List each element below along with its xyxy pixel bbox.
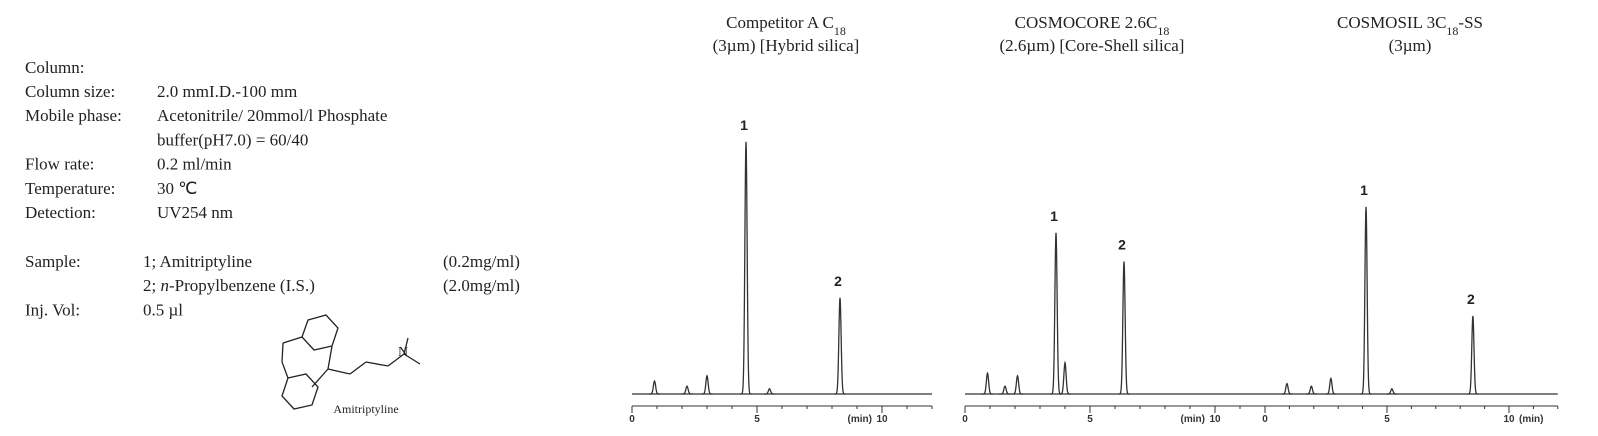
text-segment: UV254 nm [157,203,233,222]
peak [740,141,752,395]
peak [648,379,661,395]
peak [681,385,693,395]
peak [1360,206,1372,395]
text-segment: Competitor A C [726,13,834,32]
text: COSMOSIL 3C18-SS [1337,13,1483,38]
peak [834,297,846,395]
x-tick-label: 0 [962,414,968,425]
heading: Column: [25,58,85,77]
x-axis-label: (min) [1519,414,1543,425]
peak [701,374,713,395]
text: (2.6µm) [Core-Shell silica] [1000,36,1185,55]
peak [1386,388,1398,395]
peak-label: 1 [740,117,748,133]
x-tick-label: 5 [1087,414,1093,425]
sample-conc: (0.2mg/ml) [443,252,520,271]
peak-label: 2 [1467,291,1475,307]
peak [1305,385,1317,395]
sample-label: Sample: [25,252,81,271]
text-segment: 18 [1446,24,1458,38]
x-tick-label: 10 [876,414,888,425]
sample-label: Inj. Vol: [25,300,80,319]
text: Acetonitrile/ 20mmol/l Phosphate [157,106,387,125]
peak-label: 1 [1360,182,1368,198]
x-axis-label: (min) [1181,414,1205,425]
text-segment: 30 ℃ [157,179,197,198]
text-segment: 2; [143,276,160,295]
peak-label: 2 [1118,236,1126,252]
condition-label: Temperature: [25,179,115,198]
text-segment: Acetonitrile/ 20mmol/l Phosphate [157,106,387,125]
svg-text:N: N [398,345,408,360]
peak [999,385,1011,395]
peak-label: 2 [834,273,842,289]
peak [1059,360,1071,395]
x-tick-label: 0 [629,414,635,425]
text-segment: COSMOCORE 2.6C [1015,13,1158,32]
text: 1; Amitriptyline [143,252,252,271]
peak [1281,382,1293,395]
peak [763,388,776,395]
text: 0.2 ml/min [157,155,232,174]
x-tick-label: 5 [1384,414,1390,425]
condition-label: Flow rate: [25,155,94,174]
x-tick-label: 10 [1503,414,1515,425]
text-segment: 0.5 µl [143,300,183,319]
peak [1325,377,1337,395]
text-segment: 18 [834,24,846,38]
text-segment: 2.0 mmI.D.-100 mm [157,82,297,101]
text-segment: -Propylbenzene (I.S.) [169,276,315,295]
x-axis-label: (min) [848,414,872,425]
text: 0.5 µl [143,300,183,319]
text: buffer(pH7.0) = 60/40 [157,130,308,149]
text: COSMOCORE 2.6C18 [1015,13,1170,38]
sample-conc: (2.0mg/ml) [443,276,520,295]
text-segment: (3µm) [1389,36,1432,55]
text-segment: -SS [1458,13,1483,32]
text-segment: buffer(pH7.0) = 60/40 [157,130,308,149]
peak [1050,232,1062,395]
text-segment: COSMOSIL 3C [1337,13,1446,32]
text: (3µm) [Hybrid silica] [713,36,860,55]
x-tick-label: 0 [1262,414,1268,425]
text: 30 ℃ [157,179,197,198]
peak [1118,261,1130,395]
text-segment: n [160,276,169,295]
peak [981,371,994,395]
condition-label: Mobile phase: [25,106,122,125]
text: 2; n-Propylbenzene (I.S.) [143,276,315,295]
text-segment: (3µm) [Hybrid silica] [713,36,860,55]
text: Competitor A C18 [726,13,846,38]
x-tick-label: 5 [754,414,760,425]
text-segment: 0.2 ml/min [157,155,232,174]
structure: N [281,314,421,410]
text: (3µm) [1389,36,1432,55]
condition-label: Column size: [25,82,115,101]
condition-label: Detection: [25,203,96,222]
text: 2.0 mmI.D.-100 mm [157,82,297,101]
text-segment: 1; Amitriptyline [143,252,252,271]
peak [1467,315,1479,395]
peak-label: 1 [1050,208,1058,224]
peak [1011,374,1024,395]
text: UV254 nm [157,203,233,222]
text-segment: 18 [1157,24,1169,38]
structure-caption: Amitriptyline [333,402,398,416]
x-tick-label: 10 [1209,414,1221,425]
text-segment: (2.6µm) [Core-Shell silica] [1000,36,1185,55]
